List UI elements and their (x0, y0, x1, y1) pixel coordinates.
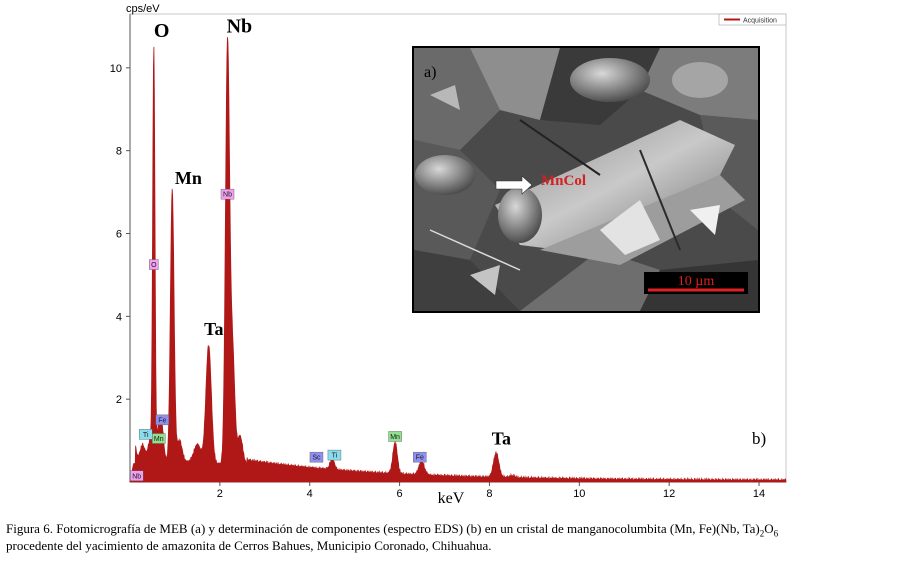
caption-line1: Figura 6. Fotomicrografía de MEB (a) y d… (6, 521, 760, 536)
y-tick-label: 2 (116, 394, 122, 406)
x-tick-label: 4 (307, 488, 313, 500)
x-tick-group: 2 4 6 8 10 12 14 (217, 482, 765, 500)
x-tick-label: 8 (486, 488, 492, 500)
scale-bar-label: 10 µm (678, 274, 715, 289)
x-tick-label: 6 (397, 488, 403, 500)
element-tag (309, 451, 324, 463)
legend: Acquisition (718, 13, 787, 26)
sem-image (414, 48, 758, 311)
element-tag-label: Ti (332, 453, 338, 460)
element-tag-label: Fe (158, 417, 166, 424)
peak-label: Nb (227, 16, 253, 38)
y-unit-label: cps/eV (126, 3, 160, 15)
y-tick-label: 8 (116, 146, 122, 158)
spectrum-series (129, 37, 787, 484)
x-tick-label: 10 (573, 488, 585, 500)
x-tick-label: 14 (753, 488, 765, 500)
mineral-label: MnCol (541, 173, 586, 189)
caption-line2: procedente del yacimiento de amazonita d… (6, 538, 492, 553)
element-tag (130, 470, 144, 481)
element-tag (149, 259, 159, 270)
element-tag (388, 431, 402, 442)
element-tag-label: Ti (143, 432, 149, 439)
element-tag-label: O (151, 262, 157, 269)
caption-oxygen: O (764, 521, 774, 536)
panel-label-b: b) (752, 429, 766, 448)
peak-label-group: O Nb Mn Ta Ta (154, 16, 511, 449)
legend-label: Acquisition (743, 18, 777, 25)
inset-panel-label: a) (424, 64, 436, 81)
peak-label: Ta (204, 319, 223, 339)
caption-sub-2: 2 (759, 528, 765, 539)
caption-sub-6: 6 (773, 528, 779, 539)
element-tag-label: Nb (132, 473, 141, 480)
peak-label: Ta (492, 429, 511, 449)
legend-box (718, 13, 787, 26)
element-tag (413, 451, 427, 463)
peak-label: O (154, 20, 170, 42)
element-tag-label: Fe (416, 455, 424, 462)
element-tag-label: Mn (154, 436, 164, 443)
arrow-icon (495, 175, 533, 195)
eds-spectrum-chart: cps/eV Acquisition 2 4 6 8 10 2 4 6 8 10 12 14 Nb T… (110, 3, 787, 507)
element-tag-label: Mn (390, 434, 400, 441)
element-tag (327, 449, 342, 461)
x-tick-label: 12 (663, 488, 675, 500)
y-tick-label: 4 (116, 311, 122, 323)
x-axis-label: keV (438, 490, 465, 507)
peak-label: Mn (175, 168, 202, 188)
y-tick-group: 2 4 6 8 10 (110, 63, 130, 406)
x-tick-label: 2 (217, 488, 223, 500)
spectrum-fill (129, 37, 787, 484)
y-tick-label: 6 (116, 229, 122, 241)
y-tick-label: 10 (110, 63, 122, 75)
sem-micrograph-inset: a) MnCol 10 µm (412, 46, 760, 313)
element-tag (152, 433, 166, 444)
element-tag (155, 414, 170, 426)
element-tag-label: Sc (312, 455, 321, 462)
element-tag-label: Nb (223, 192, 232, 199)
figure-caption: Figura 6. Fotomicrografía de MEB (a) y d… (6, 520, 898, 554)
element-tag (220, 188, 235, 200)
element-tag-group: Nb Ti O Mn Fe Nb Sc Ti Mn Fe (130, 188, 427, 481)
